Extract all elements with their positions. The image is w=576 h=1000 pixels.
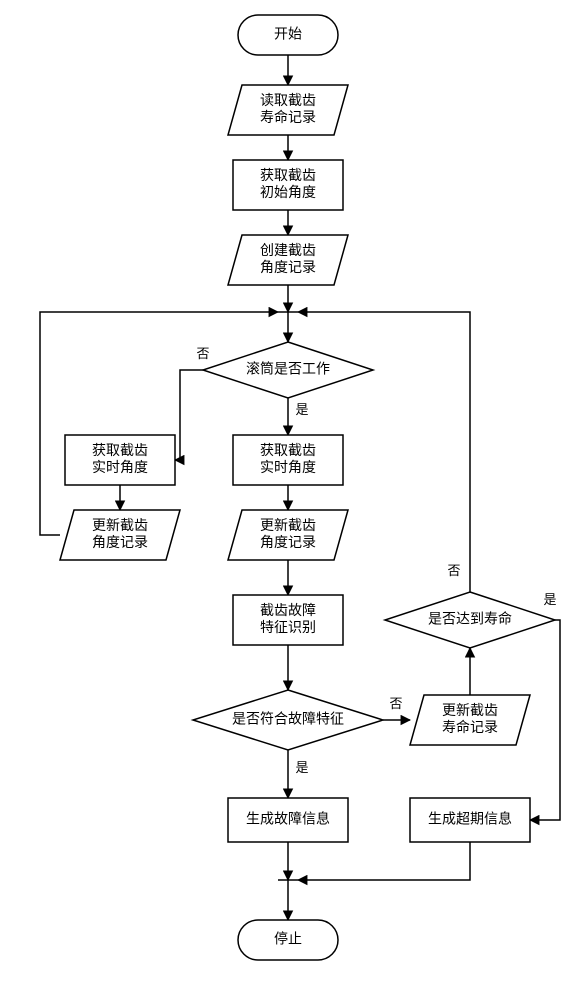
- node-text: 读取截齿: [260, 92, 316, 108]
- node-text: 生成故障信息: [246, 811, 330, 827]
- node-text: 更新截齿: [442, 702, 498, 718]
- edge-label: 是: [295, 760, 308, 775]
- edge-label: 否: [389, 696, 402, 711]
- nodes-group: 开始读取截齿寿命记录获取截齿初始角度创建截齿角度记录滚筒是否工作获取截齿实时角度…: [60, 15, 555, 960]
- node-text: 滚筒是否工作: [246, 361, 330, 377]
- node-updAng_L: 更新截齿角度记录: [60, 510, 180, 560]
- edge-label: 是: [543, 592, 556, 607]
- edge: [175, 370, 203, 460]
- node-text: 获取截齿: [92, 442, 148, 458]
- node-text: 更新截齿: [92, 517, 148, 533]
- node-text: 截齿故障: [260, 602, 316, 618]
- node-text: 获取截齿: [260, 167, 316, 183]
- node-genOverdue: 生成超期信息: [410, 798, 530, 842]
- node-createRec: 创建截齿角度记录: [228, 235, 348, 285]
- node-text: 角度记录: [260, 534, 316, 550]
- edge: [530, 620, 560, 820]
- node-text: 实时角度: [92, 459, 148, 475]
- node-drumWork: 滚筒是否工作: [203, 342, 373, 398]
- node-text: 寿命记录: [442, 719, 498, 735]
- node-text: 停止: [274, 931, 302, 947]
- node-text: 寿命记录: [260, 109, 316, 125]
- node-text: 是否达到寿命: [428, 611, 512, 627]
- node-reachLife: 是否达到寿命: [385, 592, 555, 648]
- node-text: 开始: [274, 26, 302, 42]
- edge: [298, 842, 470, 880]
- node-text: 更新截齿: [260, 517, 316, 533]
- node-getRT_L: 获取截齿实时角度: [65, 435, 175, 485]
- node-text: 生成超期信息: [428, 811, 512, 827]
- node-text: 创建截齿: [260, 242, 316, 258]
- node-text: 是否符合故障特征: [232, 711, 344, 727]
- node-getRT_R: 获取截齿实时角度: [233, 435, 343, 485]
- edge: [40, 312, 278, 535]
- edge-label: 否: [196, 346, 209, 361]
- edge-label: 否: [447, 563, 460, 578]
- node-stop: 停止: [238, 920, 338, 960]
- node-updAng_R: 更新截齿角度记录: [228, 510, 348, 560]
- node-genFault: 生成故障信息: [228, 798, 348, 842]
- node-start: 开始: [238, 15, 338, 55]
- node-text: 获取截齿: [260, 442, 316, 458]
- flowchart-canvas: 否是是否否是开始读取截齿寿命记录获取截齿初始角度创建截齿角度记录滚筒是否工作获取…: [0, 0, 576, 1000]
- node-text: 实时角度: [260, 459, 316, 475]
- node-text: 角度记录: [260, 259, 316, 275]
- edge-label: 是: [295, 402, 308, 417]
- node-getInit: 获取截齿初始角度: [233, 160, 343, 210]
- node-faultRecog: 截齿故障特征识别: [233, 595, 343, 645]
- node-text: 特征识别: [260, 619, 316, 635]
- node-readLife: 读取截齿寿命记录: [228, 85, 348, 135]
- node-text: 初始角度: [260, 184, 316, 200]
- node-updLife: 更新截齿寿命记录: [410, 695, 530, 745]
- node-matchFault: 是否符合故障特征: [193, 690, 383, 750]
- node-text: 角度记录: [92, 534, 148, 550]
